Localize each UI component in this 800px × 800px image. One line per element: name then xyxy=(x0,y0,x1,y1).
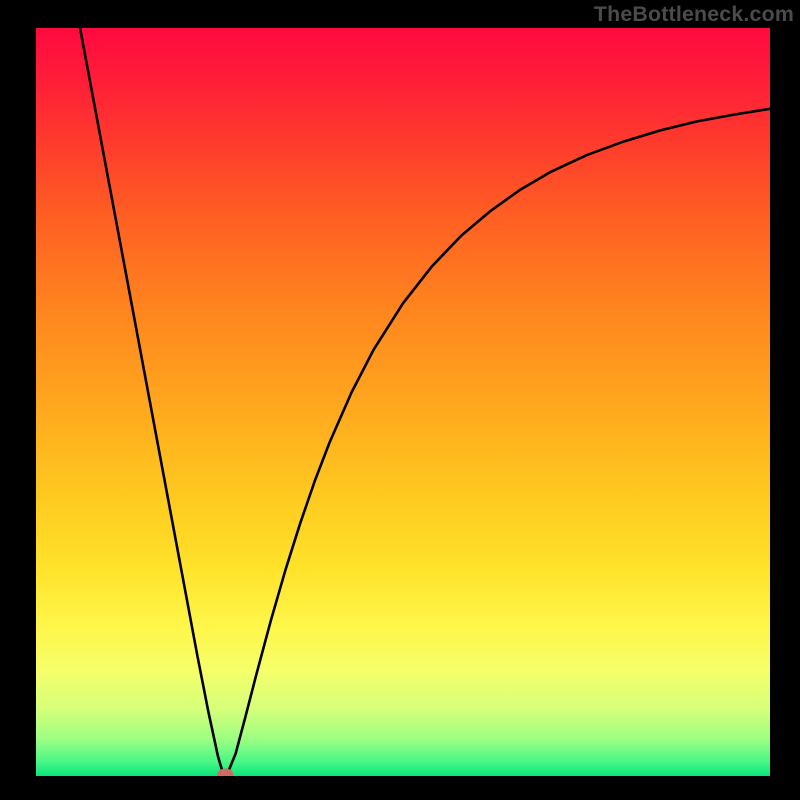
plot-background xyxy=(36,28,770,776)
bottleneck-chart xyxy=(36,28,770,776)
figure-outer: TheBottleneck.com xyxy=(0,0,800,800)
watermark-text: TheBottleneck.com xyxy=(594,2,794,27)
